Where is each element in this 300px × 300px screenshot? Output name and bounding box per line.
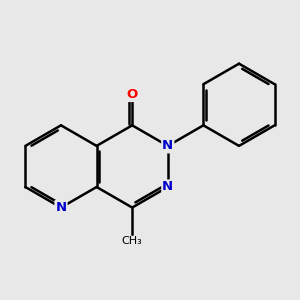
Text: N: N xyxy=(56,201,67,214)
Text: N: N xyxy=(162,140,173,152)
Text: O: O xyxy=(127,88,138,101)
Text: CH₃: CH₃ xyxy=(122,236,142,246)
Text: N: N xyxy=(162,181,173,194)
